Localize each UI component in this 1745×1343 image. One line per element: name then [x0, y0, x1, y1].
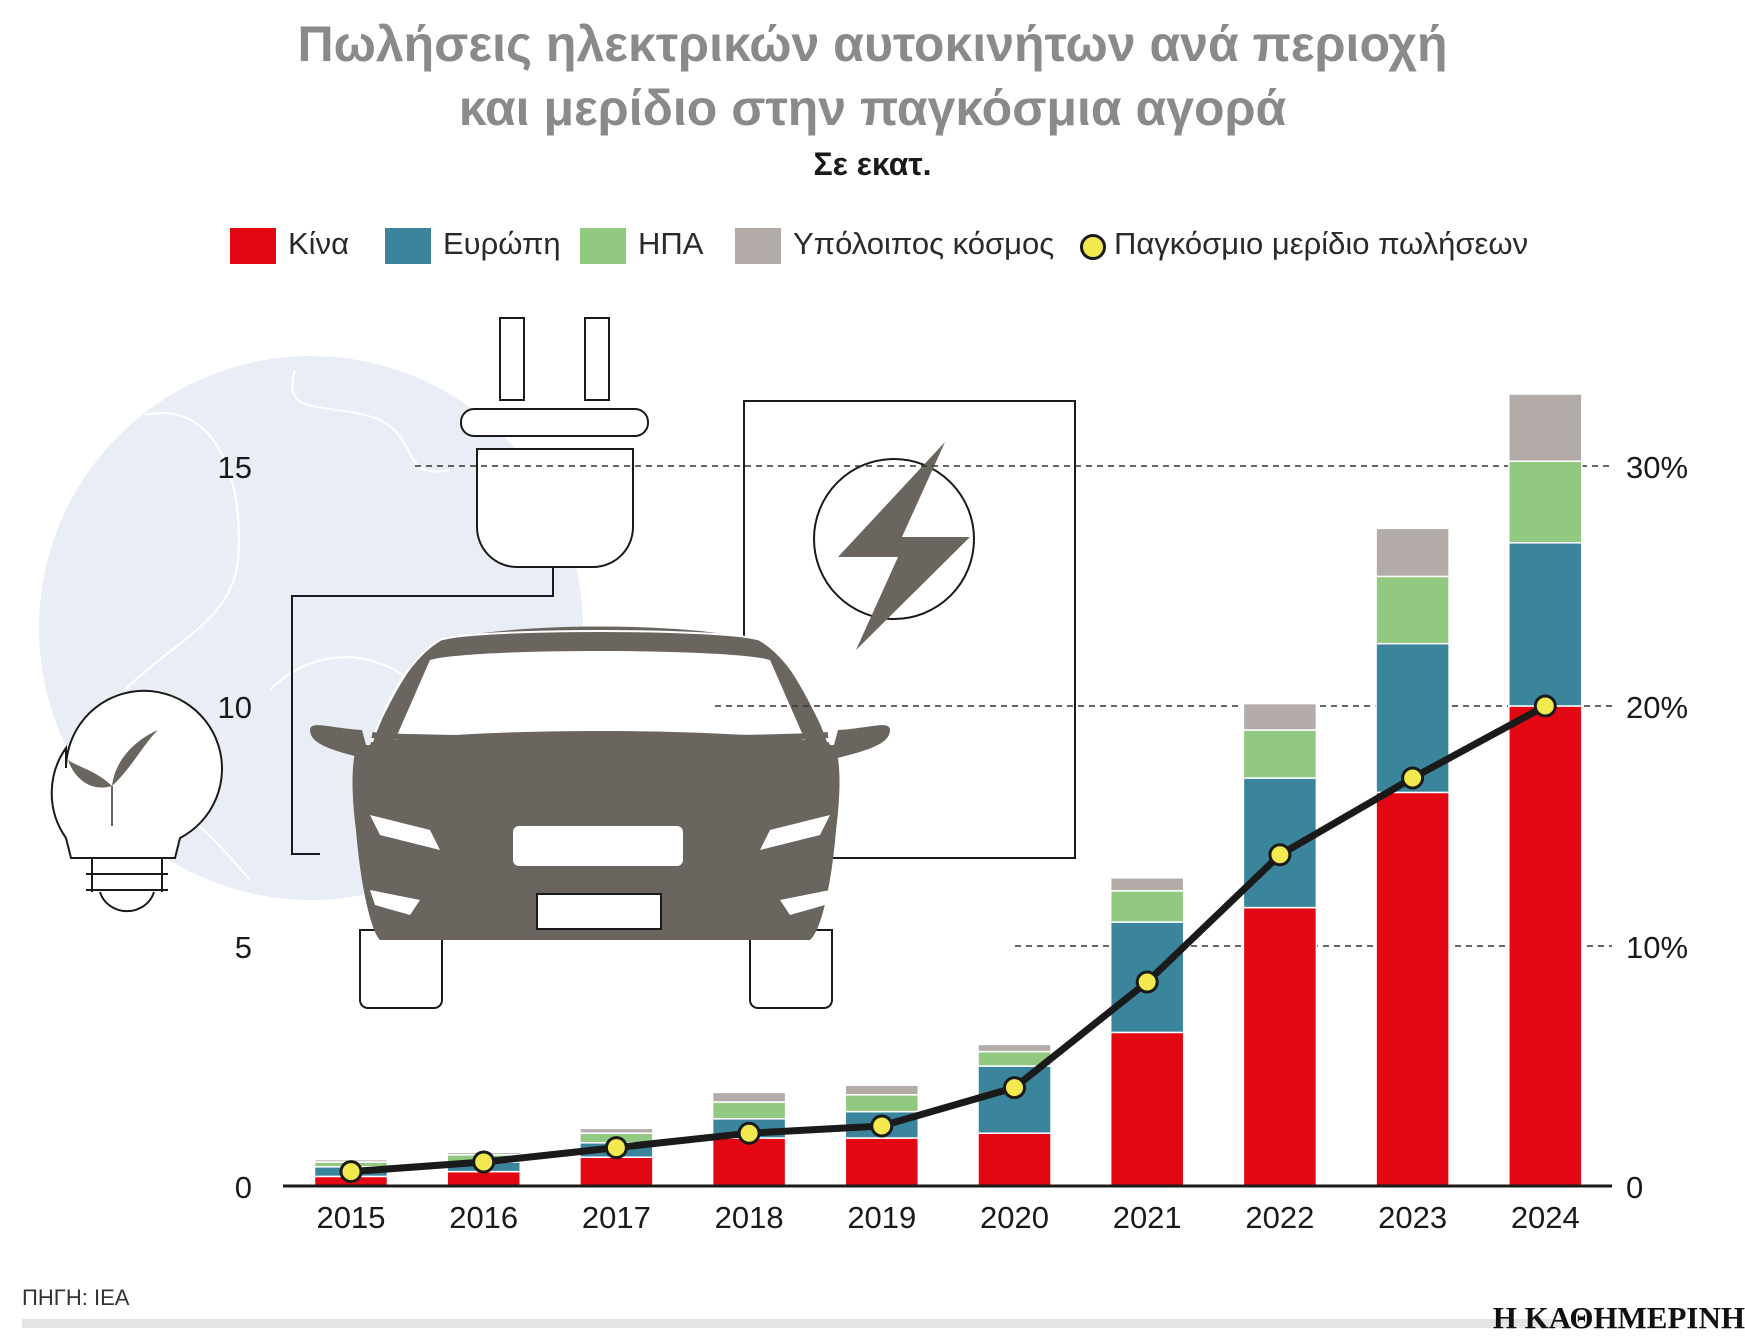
title-line-1: Πωλήσεις ηλεκτρικών αυτοκινήτων ανά περι… [297, 16, 1448, 72]
bar-china-2017 [579, 1156, 654, 1187]
share-point-2023 [1401, 766, 1425, 790]
plug-icon [291, 317, 649, 855]
bar-usa-2022 [1242, 729, 1318, 779]
bar-usa-2024 [1508, 460, 1583, 544]
share-point-2020 [1003, 1076, 1026, 1100]
chart-subtitle: Σε εκατ. [813, 146, 932, 182]
share-point-2015 [339, 1160, 363, 1184]
x-tick-label: 2019 [847, 1200, 916, 1235]
y-tick-labels: 0 0 5 10% 10 20% 15 30% [218, 450, 1689, 1205]
legend-label-usa: ΗΠΑ [638, 226, 704, 261]
bar-china-2020 [977, 1132, 1052, 1187]
y-right-tick-label: 30% [1626, 450, 1688, 485]
x-tick-label: 2016 [449, 1200, 518, 1235]
brand-logo: Η ΚΑΘΗΜΕΡΙΝΗ [1492, 1300, 1745, 1335]
bar-rest-of-world-2024 [1508, 393, 1583, 462]
illustration [39, 317, 1076, 1009]
legend-swatch-china [230, 228, 276, 264]
bar-rest-of-world-2023 [1375, 527, 1450, 578]
share-point-2018 [737, 1121, 761, 1145]
x-tick-label: 2021 [1113, 1200, 1182, 1235]
share-point-2019 [870, 1114, 894, 1138]
legend-label-rest-of-world: Υπόλοιπος κόσμος [793, 226, 1055, 261]
lightning-icon [838, 442, 970, 650]
bar-europe-2020 [977, 1065, 1052, 1134]
y-right-tick-label: 0 [1626, 1170, 1643, 1205]
bar-usa-2019 [844, 1094, 920, 1113]
bar-china-2016 [446, 1170, 521, 1187]
legend-dot-global-share [1080, 234, 1106, 260]
source-note: ΠΗΓΗ: IEA [22, 1285, 130, 1310]
y-left-tick-label: 10 [218, 690, 252, 725]
share-line [339, 694, 1557, 1184]
bar-rest-of-world-2019 [844, 1084, 920, 1096]
y-left-tick-label: 0 [235, 1170, 252, 1205]
share-point-2017 [604, 1136, 628, 1160]
x-tick-label: 2024 [1511, 1200, 1580, 1235]
car-icon [310, 626, 890, 1009]
bar-usa-2018 [711, 1101, 787, 1120]
legend-label-china: Κίνα [288, 226, 349, 261]
bar-china-2019 [844, 1137, 920, 1187]
bar-china-2018 [711, 1137, 787, 1187]
bar-usa-2023 [1375, 575, 1450, 645]
bar-rest-of-world-2017 [579, 1127, 654, 1134]
legend-label-global-share: Παγκόσμιο μερίδιο πωλήσεων [1114, 226, 1529, 261]
chart-title: Πωλήσεις ηλεκτρικών αυτοκινήτων ανά περι… [0, 12, 1745, 140]
bar-rest-of-world-2022 [1242, 702, 1318, 731]
x-tick-label: 2023 [1378, 1200, 1447, 1235]
x-tick-label: 2017 [582, 1200, 651, 1235]
bar-rest-of-world-2021 [1109, 877, 1185, 892]
bar-china-2024 [1508, 705, 1583, 1187]
x-tick-label: 2020 [980, 1200, 1049, 1235]
bar-usa-2021 [1109, 890, 1185, 923]
bar-china-2021 [1109, 1031, 1185, 1187]
y-left-tick-label: 15 [218, 450, 252, 485]
legend-swatch-europe [385, 228, 431, 264]
title-line-2: και μερίδιο στην παγκόσμια αγορά [458, 80, 1287, 136]
x-tick-label: 2018 [715, 1200, 784, 1235]
share-line-path [350, 702, 1547, 1176]
legend-label-europe: Ευρώπη [443, 226, 561, 261]
bar-china-2022 [1242, 906, 1318, 1187]
x-tick-label: 2015 [317, 1200, 386, 1235]
bar-china-2023 [1375, 791, 1450, 1187]
share-point-2021 [1135, 970, 1159, 994]
x-tick-label: 2022 [1245, 1200, 1314, 1235]
bar-europe-2024 [1508, 542, 1583, 707]
y-right-tick-label: 20% [1626, 690, 1688, 725]
lightbulb-leaf-icon [50, 689, 223, 913]
y-right-tick-label: 10% [1626, 930, 1688, 965]
bar-rest-of-world-2018 [711, 1091, 787, 1103]
bar-rest-of-world-2020 [977, 1043, 1052, 1053]
legend-swatch-rest-of-world [735, 228, 781, 264]
y-left-tick-label: 5 [235, 930, 252, 965]
share-point-2024 [1533, 694, 1557, 718]
legend: Κίνα Ευρώπη ΗΠΑ Υπόλοιπος κόσμος Παγκόσμ… [0, 224, 1745, 268]
footer-bar [22, 1319, 1562, 1328]
share-point-2022 [1268, 843, 1292, 867]
share-point-2016 [472, 1150, 496, 1174]
legend-swatch-usa [580, 228, 626, 264]
x-tick-labels: 2015 2016 2017 2018 2019 2020 2021 2022 2023 2024 [317, 1200, 1580, 1235]
